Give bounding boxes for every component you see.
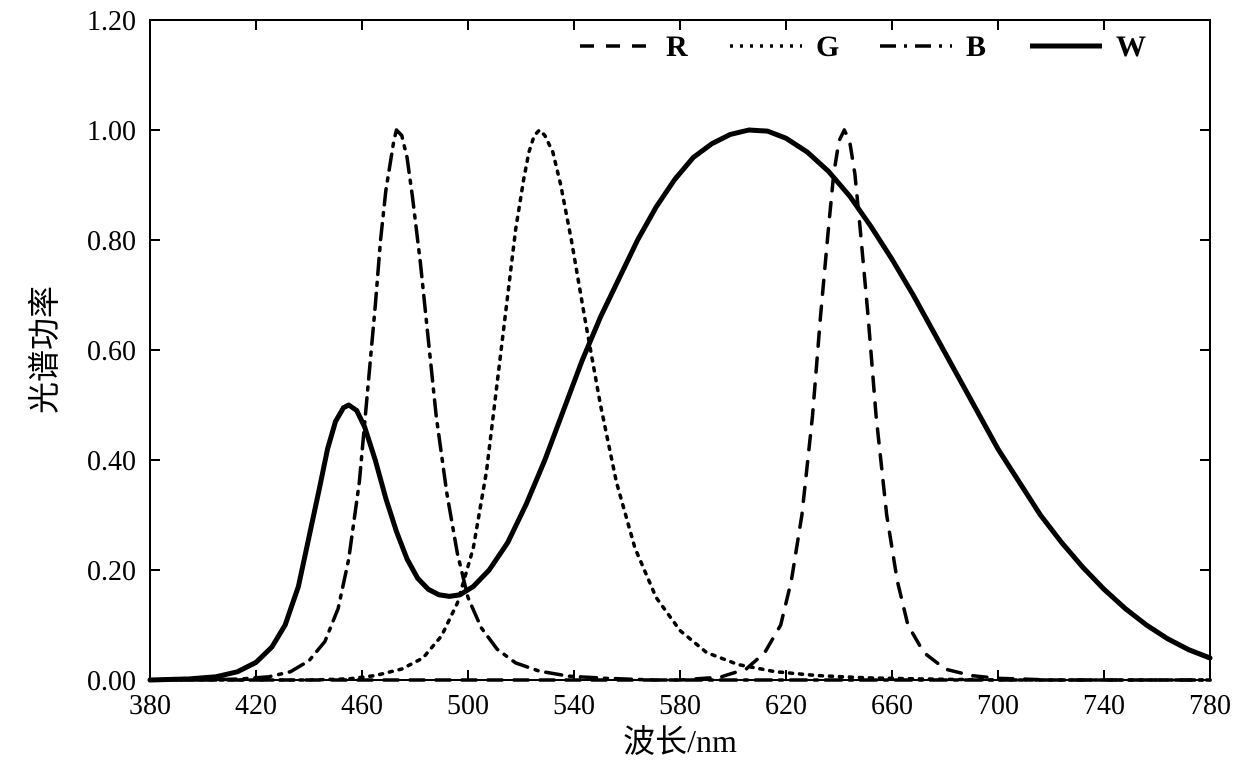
series-W — [150, 130, 1210, 680]
x-tick-label: 740 — [1083, 690, 1125, 721]
y-tick-label: 1.20 — [87, 6, 136, 37]
x-tick-label: 660 — [871, 690, 913, 721]
legend-label-R: R — [666, 30, 688, 63]
y-tick-label: 1.00 — [87, 116, 136, 147]
plot-frame — [150, 20, 1210, 680]
y-axis-label: 光谱功率 — [26, 286, 62, 414]
y-tick-label: 0.60 — [87, 336, 136, 367]
legend-label-G: G — [816, 30, 839, 63]
x-tick-label: 580 — [659, 690, 701, 721]
y-tick-label: 0.20 — [87, 556, 136, 587]
x-tick-label: 780 — [1189, 690, 1231, 721]
series-R — [150, 130, 1210, 680]
spectral-power-chart: 380420460500540580620660700740780波长/nm0.… — [0, 0, 1239, 778]
legend-label-W: W — [1116, 30, 1146, 63]
y-tick-label: 0.80 — [87, 226, 136, 257]
x-tick-label: 540 — [553, 690, 595, 721]
x-tick-label: 620 — [765, 690, 807, 721]
x-tick-label: 700 — [977, 690, 1019, 721]
series-B — [150, 130, 1210, 680]
x-tick-label: 500 — [447, 690, 489, 721]
series-G — [150, 130, 1210, 680]
x-axis-label: 波长/nm — [623, 723, 737, 759]
x-tick-label: 460 — [341, 690, 383, 721]
x-tick-label: 420 — [235, 690, 277, 721]
legend-label-B: B — [966, 30, 986, 63]
y-tick-label: 0.40 — [87, 446, 136, 477]
chart-svg: 380420460500540580620660700740780波长/nm0.… — [0, 0, 1239, 778]
y-tick-label: 0.00 — [87, 666, 136, 697]
